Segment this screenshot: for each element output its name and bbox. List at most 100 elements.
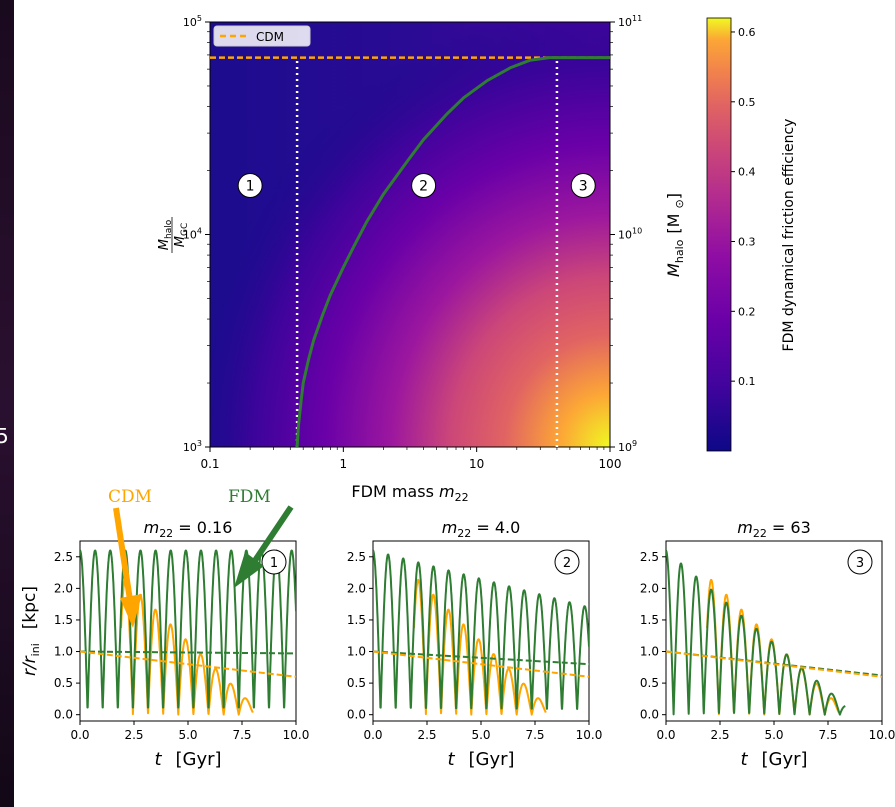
heatmap-gradient xyxy=(210,22,610,447)
orbit-xtick-label: 5.0 xyxy=(178,728,197,742)
cdm-trend-line xyxy=(666,650,882,678)
region-label-1: 1 xyxy=(246,179,255,195)
orbit-series-group xyxy=(666,549,882,716)
orbit-region-label: 1 xyxy=(270,556,278,571)
orbit-region-marker: 2 xyxy=(554,549,580,575)
orbit-region-label: 2 xyxy=(563,556,571,571)
heatmap-panel: 1 2 3 0.1 1 10 100 103 109 104 1010 105 1011 CDM FD… xyxy=(157,14,686,504)
orbit-xtick-label: 10.0 xyxy=(283,728,310,742)
orbit-panel-2: 2 m22 = 4.0 0.0 2.5 5.0 7.5 10.0 0.0 0.5 1.0 1.5 2.… xyxy=(347,518,602,770)
fdm-trend-line xyxy=(373,650,589,666)
colorbar: 0.1 0.2 0.3 0.4 0.5 0.6 FDM dynamical frictio… xyxy=(706,17,797,452)
orbit-xtick-label: 5.0 xyxy=(471,728,490,742)
legend-cdm-label: CDM xyxy=(256,30,284,44)
heatmap-ylabel-left: Mhalo MGC xyxy=(157,217,190,253)
cdm-trend-line xyxy=(80,650,296,678)
left-edge-strip: 5 xyxy=(0,0,14,807)
cdm-orbit-line xyxy=(413,578,547,716)
orbit-ytick-label: 2.0 xyxy=(54,581,73,595)
orbit-region-marker: 1 xyxy=(261,549,287,575)
colorbar-tick-label: 0.6 xyxy=(738,26,756,39)
orbit-ytick-label: 2.5 xyxy=(640,550,659,564)
region-marker-3: 3 xyxy=(570,173,596,199)
orbit-panel-1: 1 m22 = 0.16 0.0 2.5 5.0 7.5 10.0 0.0 0.5 1.0 1.5 2… xyxy=(54,518,309,770)
edge-digit: 5 xyxy=(0,424,9,448)
orbit-ytick-label: 0.0 xyxy=(640,708,659,722)
orbit-ytick-label: 0.5 xyxy=(640,676,659,690)
cdm-trend-line xyxy=(373,650,589,678)
heatmap-legend: CDM xyxy=(213,25,311,47)
orbit-region-marker: 3 xyxy=(847,549,873,575)
orbit-ytick-label: 1.0 xyxy=(54,645,73,659)
orbit-ytick-label: 1.5 xyxy=(347,613,366,627)
cdm-orbit-line xyxy=(120,578,254,716)
region-label-2: 2 xyxy=(419,179,428,195)
orbit-xtick-label: 5.0 xyxy=(764,728,783,742)
orbit-xlabel: t [Gyr] xyxy=(447,749,514,770)
heatmap-y2tick-label: 1010 xyxy=(618,227,642,242)
cdm-annotation-label: CDM xyxy=(108,487,152,507)
heatmap-ylabel-right: Mhalo[M ⊙] xyxy=(664,193,686,277)
orbit-xtick-label: 0.0 xyxy=(70,728,89,742)
orbit-xtick-label: 7.5 xyxy=(525,728,544,742)
heatmap-xtick-label: 10 xyxy=(469,457,484,471)
orbit-panel-3: 3 m22 = 63 0.0 2.5 5.0 7.5 10.0 0.0 0.5 1.0 1.5 2.0… xyxy=(640,518,895,770)
orbit-ytick-label: 1.0 xyxy=(640,645,659,659)
colorbar-tick-label: 0.1 xyxy=(738,375,756,388)
heatmap-ytick-label: 104 xyxy=(183,227,202,242)
orbit-ytick-label: 1.5 xyxy=(54,613,73,627)
fdm-arrow xyxy=(234,505,294,588)
orbit-ylabel: r/rini[kpc] xyxy=(20,586,42,676)
heatmap-xtick-label: 1 xyxy=(340,457,348,471)
orbit-panel-title: m22 = 4.0 xyxy=(442,518,521,540)
orbit-panel-title: m22 = 0.16 xyxy=(144,518,233,540)
colorbar-label: FDM dynamical friction efficiency xyxy=(781,119,797,352)
orbit-ytick-label: 0.0 xyxy=(347,708,366,722)
orbit-ytick-label: 0.5 xyxy=(347,676,366,690)
orbit-xtick-label: 10.0 xyxy=(576,728,603,742)
legend-box xyxy=(213,25,311,47)
region-label-3: 3 xyxy=(579,179,588,195)
heatmap-ytick-label: 103 xyxy=(183,439,202,454)
fdm-annotation-label: FDM xyxy=(228,487,271,507)
cdm-arrow xyxy=(113,507,142,628)
region-marker-2: 2 xyxy=(411,173,437,199)
orbit-xtick-label: 7.5 xyxy=(232,728,251,742)
fdm-orbit-line xyxy=(666,549,847,716)
orbit-series-group xyxy=(373,549,589,716)
orbit-ytick-label: 2.5 xyxy=(347,550,366,564)
annotations: CDM FDM xyxy=(108,487,294,628)
svg-text:MGC: MGC xyxy=(173,223,190,247)
orbit-xtick-label: 0.0 xyxy=(656,728,675,742)
fdm-trend-line xyxy=(80,650,296,655)
orbit-ytick-label: 1.0 xyxy=(347,645,366,659)
region-marker-1: 1 xyxy=(237,173,263,199)
orbit-xtick-label: 2.5 xyxy=(417,728,436,742)
heatmap-y2tick-label: 1011 xyxy=(618,14,642,29)
orbit-panel-title: m22 = 63 xyxy=(737,518,811,540)
orbit-ytick-label: 2.5 xyxy=(54,550,73,564)
orbit-ytick-label: 1.5 xyxy=(640,613,659,627)
fdm-threshold-curve xyxy=(295,56,610,448)
orbit-ytick-label: 2.0 xyxy=(640,581,659,595)
orbit-xtick-label: 7.5 xyxy=(818,728,837,742)
heatmap-ytick-label: 105 xyxy=(183,14,202,29)
orbit-ytick-label: 2.0 xyxy=(347,581,366,595)
orbit-xtick-label: 10.0 xyxy=(869,728,895,742)
colorbar-tick-label: 0.3 xyxy=(738,235,756,248)
orbit-ytick-label: 0.0 xyxy=(54,708,73,722)
orbit-ytick-label: 0.5 xyxy=(54,676,73,690)
orbit-xtick-label: 0.0 xyxy=(363,728,382,742)
orbit-xlabel: t [Gyr] xyxy=(154,749,221,770)
colorbar-tick-label: 0.2 xyxy=(738,305,756,318)
orbit-region-label: 3 xyxy=(856,556,864,571)
svg-text:r/rini[kpc]: r/rini[kpc] xyxy=(20,586,42,676)
heatmap-xtick-label: 0.1 xyxy=(200,457,219,471)
orbit-xtick-label: 2.5 xyxy=(710,728,729,742)
heatmap-xlabel: FDM mass m22 xyxy=(351,482,468,504)
heatmap-y2tick-label: 109 xyxy=(618,439,637,454)
heatmap-xtick-label: 100 xyxy=(599,457,622,471)
colorbar-tick-label: 0.4 xyxy=(738,166,756,179)
orbit-xlabel: t [Gyr] xyxy=(740,749,807,770)
